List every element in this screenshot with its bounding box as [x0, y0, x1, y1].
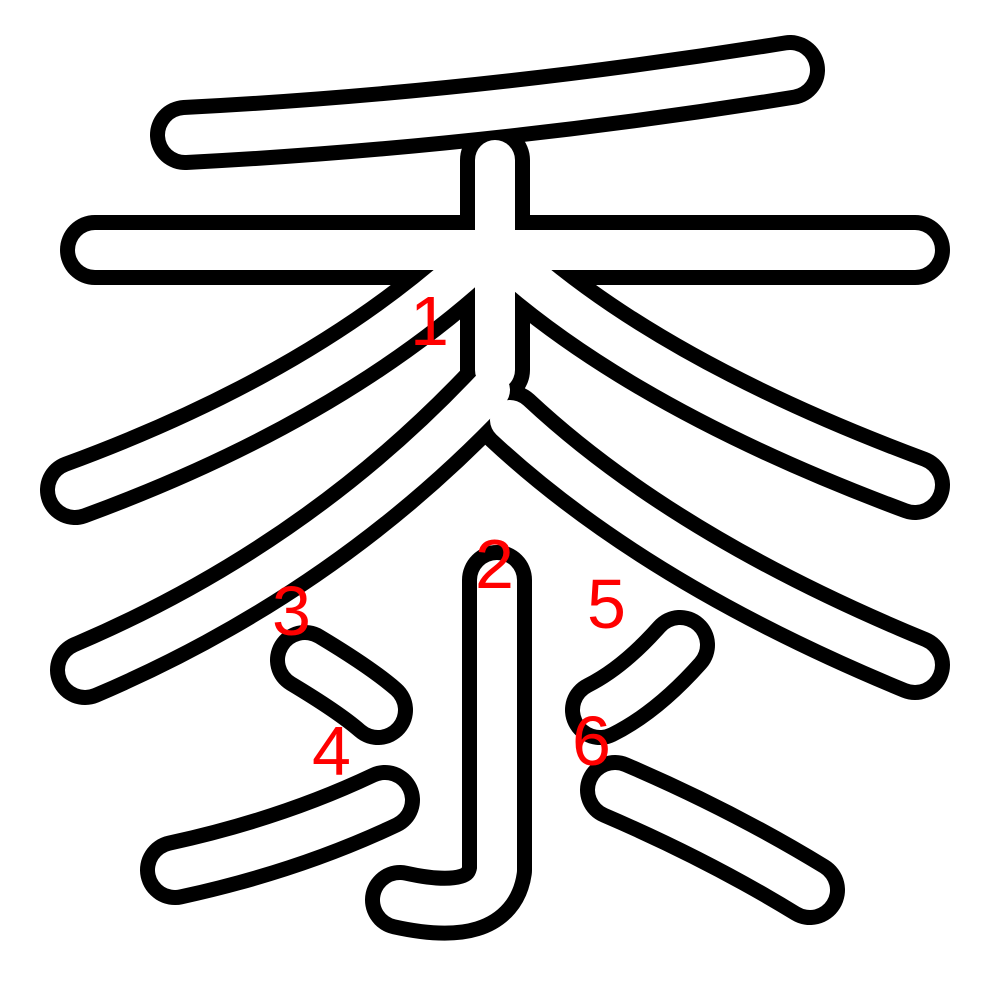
stroke-number-4: 4	[312, 712, 351, 790]
glyph-dot-upper-left-fill	[285, 640, 398, 730]
glyph-middle-left-sweep-fill	[65, 370, 510, 690]
stroke-number-2: 2	[475, 525, 514, 603]
stroke-number-layer: 1 2 3 4 5 6	[272, 282, 626, 790]
glyph-middle-right-sweep-fill	[490, 400, 935, 685]
glyph-upper-left-sweep-fill	[55, 245, 490, 510]
glyph-dot-upper-right-fill	[580, 625, 700, 730]
stroke-number-3: 3	[272, 572, 311, 650]
glyph-lower-right-tick-fill	[595, 770, 830, 910]
glyph-fill-layer	[55, 50, 935, 926]
glyph-top-slant-fill	[165, 50, 810, 155]
stroke-number-1: 1	[410, 282, 449, 360]
glyph-center-hook-fill	[380, 560, 517, 926]
glyph-lower-left-tick-fill	[155, 780, 405, 890]
stroke-number-6: 6	[572, 702, 611, 780]
stroke-number-5: 5	[587, 565, 626, 643]
glyph-upper-right-sweep-fill	[500, 250, 935, 505]
